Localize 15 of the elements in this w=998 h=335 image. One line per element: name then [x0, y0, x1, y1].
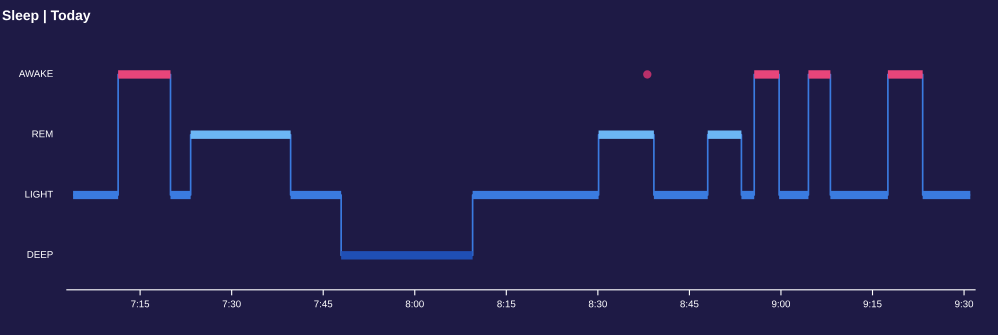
chart-title: Sleep | Today	[2, 10, 90, 24]
text: LIGHT	[25, 190, 54, 198]
x-tick-label: 9:30	[955, 300, 974, 308]
x-tick-label: 7:30	[222, 300, 241, 308]
x-tick-label: 7:15	[131, 300, 150, 308]
x-tick-label: 8:45	[680, 300, 698, 308]
x-tick-label: 8:15	[497, 300, 516, 308]
text: REM	[32, 130, 52, 138]
x-tick-label: 8:30	[588, 300, 607, 308]
x-tick-label: 9:00	[772, 300, 790, 308]
x-tick-label: 8:00	[406, 300, 424, 308]
text: DEEP	[28, 251, 53, 258]
x-tick-label: 7:45	[314, 300, 332, 308]
text: AWAKE	[18, 70, 53, 77]
x-tick-label: 9:15	[864, 300, 882, 308]
